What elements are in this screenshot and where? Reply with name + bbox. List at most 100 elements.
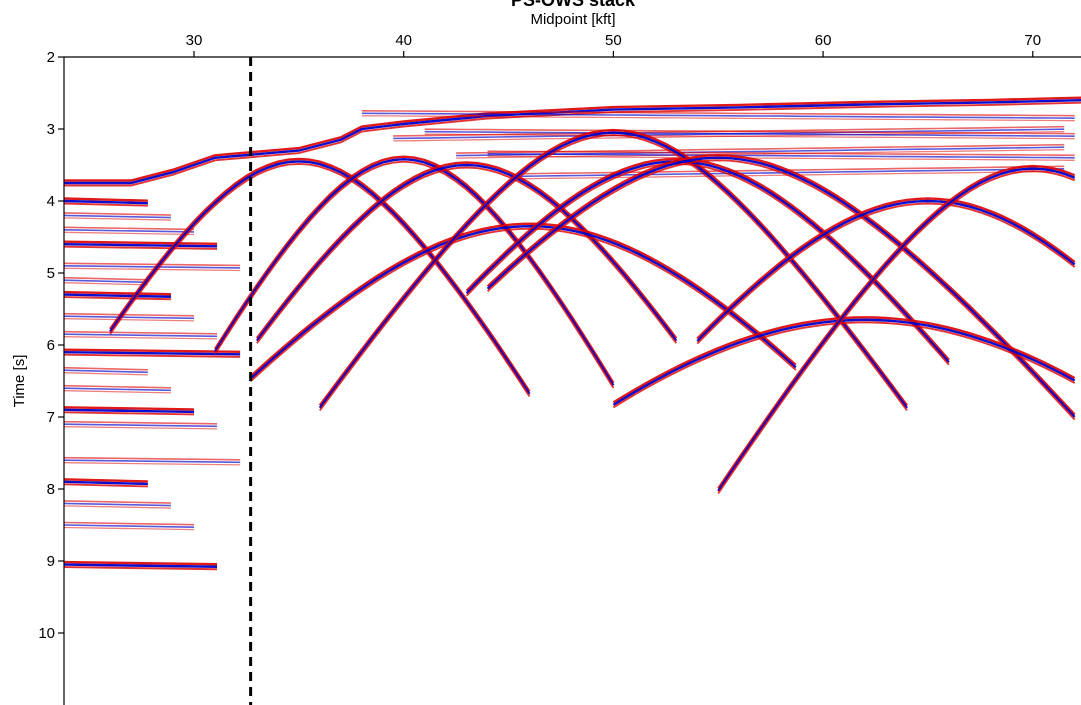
left-reflector-sidelobe <box>64 390 171 394</box>
left-reflector-positive <box>64 212 171 216</box>
left-reflector-sidelobe <box>64 505 171 509</box>
left-reflector-sidelobe <box>64 245 218 250</box>
left-reflector-sidelobe <box>64 526 195 531</box>
diffraction-hyperbola-negative <box>486 156 1076 418</box>
diffraction-hyperbola-positive <box>486 154 1076 416</box>
y-tick-label: 3 <box>47 121 55 138</box>
left-reflector-negative <box>64 265 241 269</box>
right-reflector-sidelobe <box>487 155 1075 161</box>
left-reflector-sidelobe <box>64 483 148 488</box>
left-reflector-negative <box>64 459 241 464</box>
diffraction-hyperbola-sidelobe <box>256 166 678 344</box>
left-reflector-sidelobe <box>64 318 195 322</box>
diffraction-hyperbola-negative <box>465 160 950 364</box>
diffraction-hyperbola-positive <box>717 164 1076 490</box>
right-reflector-sidelobe <box>361 115 1075 122</box>
right-reflector-sidelobe <box>424 133 1075 140</box>
left-reflector-positive <box>64 290 171 296</box>
left-reflector-negative <box>64 351 241 356</box>
y-tick-label: 5 <box>47 265 55 282</box>
left-reflector-positive <box>64 521 195 526</box>
diffraction-hyperbola-positive <box>318 128 908 407</box>
left-reflector-positive <box>64 330 218 335</box>
diffraction-hyperbola-sidelobe <box>109 162 531 398</box>
seafloor-reflector-negative <box>64 99 1081 185</box>
left-reflector-positive <box>64 240 218 246</box>
x-tick-label: 50 <box>605 32 622 49</box>
left-reflector-negative <box>64 199 148 205</box>
left-reflector-sidelobe <box>64 462 241 466</box>
left-reflector-negative <box>64 243 218 248</box>
left-reflector-negative <box>64 563 218 568</box>
diffraction-hyperbola-positive <box>696 197 1076 340</box>
y-tick-label: 6 <box>47 337 55 354</box>
diffraction-hyperbola-sidelobe <box>612 321 1076 409</box>
left-reflector-positive <box>64 384 171 389</box>
diffraction-hyperbola-positive <box>255 161 678 339</box>
y-tick-label: 8 <box>47 481 55 498</box>
diffraction-hyperbola-sidelobe <box>486 159 1076 421</box>
right-reflector-negative <box>424 130 1075 137</box>
diffraction-hyperbola-sidelobe <box>214 160 615 389</box>
diffraction-hyperbola-negative <box>109 160 531 395</box>
y-tick-label: 2 <box>47 49 55 66</box>
left-reflector-positive <box>64 276 148 281</box>
left-reflector-positive <box>64 420 218 425</box>
left-reflector-negative <box>64 229 195 233</box>
right-reflector-positive <box>361 110 1075 117</box>
right-reflector-positive <box>518 165 1065 175</box>
diffraction-hyperbola-negative <box>255 163 678 342</box>
left-reflector-sidelobe <box>64 202 148 207</box>
diffraction-hyperbola-sidelobe <box>717 170 1076 495</box>
left-reflector-sidelobe <box>64 282 148 286</box>
left-reflector-negative <box>64 279 148 284</box>
axes: 30 40 50 60 70 2 3 4 5 6 7 8 9 10 <box>38 32 1081 705</box>
right-reflector-negative <box>487 152 1075 159</box>
left-reflector-positive <box>64 478 148 483</box>
y-tick-label: 9 <box>47 553 55 570</box>
plot-background <box>64 57 1081 705</box>
x-tick-label: 70 <box>1024 32 1041 49</box>
x-axis-label: Midpoint [kft] <box>530 11 615 28</box>
left-reflector-sidelobe <box>64 267 241 272</box>
right-reflector-negative <box>361 112 1075 119</box>
left-reflector-positive <box>64 406 195 411</box>
left-reflector-sidelobe <box>64 336 218 340</box>
left-reflector-positive <box>64 366 148 371</box>
diffraction-hyperbola-negative <box>717 167 1076 492</box>
y-axis-label: Time [s] <box>11 355 28 408</box>
diffraction-hyperbola-positive <box>249 222 797 378</box>
seismic-image <box>64 57 1081 705</box>
left-reflector-negative <box>64 502 171 507</box>
left-reflector-positive <box>64 312 195 317</box>
diffraction-hyperbola-sidelobe <box>465 162 950 366</box>
diffraction-hyperbola-positive <box>465 157 950 361</box>
left-reflector-positive <box>64 560 218 566</box>
left-reflector-sidelobe <box>64 296 171 301</box>
y-tick-label: 7 <box>47 409 55 426</box>
left-reflector-negative <box>64 423 218 428</box>
left-reflector-negative <box>64 369 148 374</box>
left-reflector-sidelobe <box>64 217 171 221</box>
left-reflector-negative <box>64 387 171 392</box>
left-reflector-positive <box>64 456 241 461</box>
diffraction-hyperbola-sidelobe <box>696 202 1076 345</box>
y-tick-label: 4 <box>47 193 55 210</box>
seafloor-reflector-positive <box>64 96 1081 182</box>
left-reflector-positive <box>64 262 241 267</box>
x-tick-label: 40 <box>395 32 412 49</box>
left-reflector-negative <box>64 480 148 486</box>
diffraction-hyperbola-sidelobe <box>319 134 908 411</box>
left-reflector-positive <box>64 348 241 354</box>
y-ticks: 2 3 4 5 6 7 8 9 10 <box>38 49 64 642</box>
left-reflector-negative <box>64 293 171 298</box>
diffraction-hyperbola-negative <box>249 224 797 380</box>
left-reflector-sidelobe <box>64 566 218 571</box>
x-ticks: 30 40 50 60 70 <box>186 32 1041 57</box>
seafloor-reflector-sidelobe <box>64 101 1081 187</box>
diffraction-hyperbola-negative <box>318 131 908 409</box>
diffraction-hyperbola-positive <box>213 155 615 384</box>
left-reflector-positive <box>64 500 171 504</box>
left-reflector-positive <box>64 226 195 231</box>
